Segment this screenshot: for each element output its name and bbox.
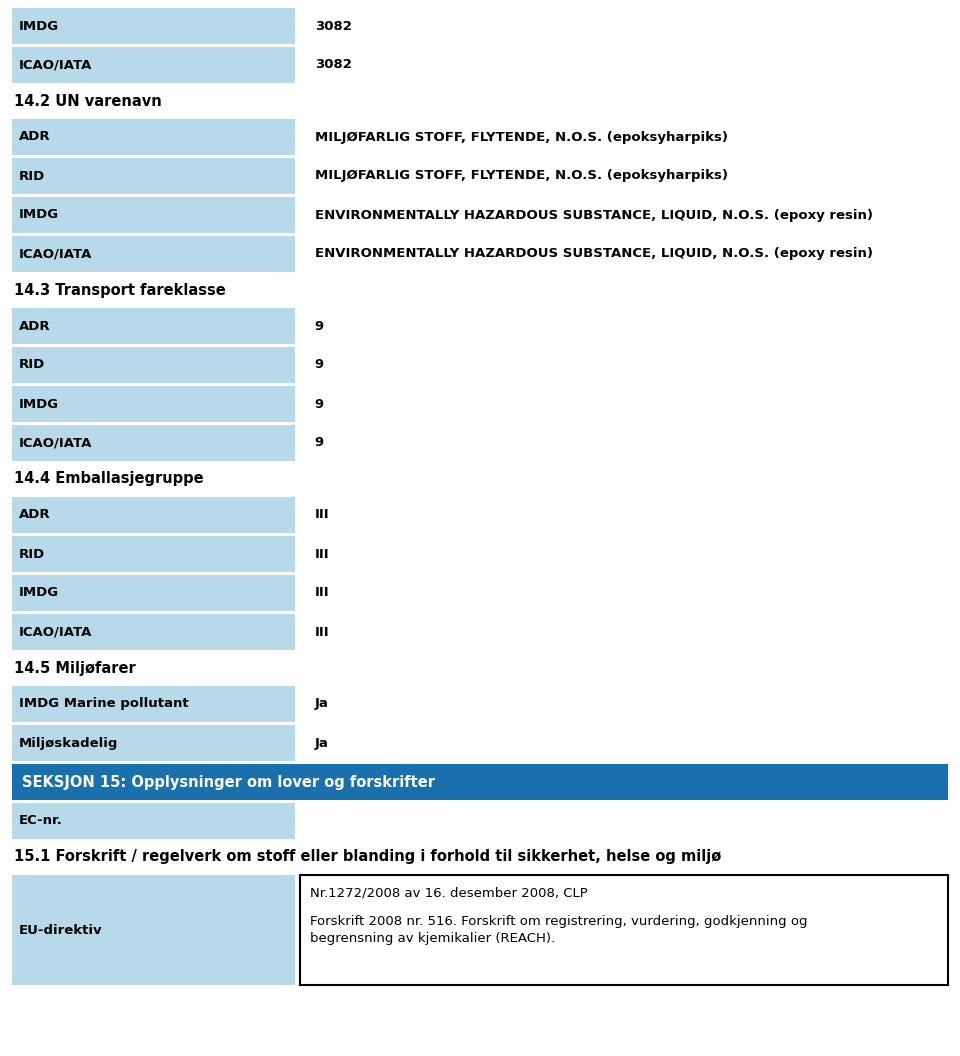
Text: 9: 9	[315, 436, 324, 450]
Text: III: III	[315, 547, 329, 561]
Text: ADR: ADR	[18, 131, 50, 144]
Bar	[12, 536, 295, 572]
Bar	[12, 686, 295, 722]
Text: ICAO/IATA: ICAO/IATA	[18, 247, 92, 261]
Text: IMDG: IMDG	[18, 208, 59, 222]
Text: ICAO/IATA: ICAO/IATA	[18, 625, 92, 639]
Text: IMDG: IMDG	[18, 397, 59, 411]
Text: 14.3 Transport fareklasse: 14.3 Transport fareklasse	[13, 283, 226, 298]
Bar	[12, 235, 295, 272]
Text: Ja: Ja	[315, 698, 328, 711]
Text: EU-direktiv: EU-direktiv	[18, 924, 102, 937]
Bar	[12, 386, 295, 422]
Bar	[12, 803, 295, 840]
Bar	[12, 158, 295, 194]
Text: Forskrift 2008 nr. 516. Forskrift om registrering, vurdering, godkjenning og
beg: Forskrift 2008 nr. 516. Forskrift om reg…	[310, 914, 807, 945]
Text: Ja: Ja	[315, 736, 328, 750]
Text: IMDG Marine pollutant: IMDG Marine pollutant	[18, 698, 188, 711]
Text: MILJØFARLIG STOFF, FLYTENDE, N.O.S. (epoksyharpiks): MILJØFARLIG STOFF, FLYTENDE, N.O.S. (epo…	[315, 131, 728, 144]
Text: IMDG: IMDG	[18, 586, 59, 600]
Bar	[12, 497, 295, 533]
Bar	[12, 763, 948, 800]
Bar	[12, 875, 295, 985]
Bar	[12, 48, 295, 83]
Text: ICAO/IATA: ICAO/IATA	[18, 58, 92, 72]
Bar	[12, 197, 295, 233]
Text: 15.1 Forskrift / regelverk om stoff eller blanding i forhold til sikkerhet, hels: 15.1 Forskrift / regelverk om stoff elle…	[13, 849, 721, 865]
Bar	[12, 614, 295, 650]
Bar	[12, 725, 295, 761]
Bar	[12, 576, 295, 611]
Bar	[12, 308, 295, 344]
Text: 9: 9	[315, 358, 324, 372]
Text: 3082: 3082	[315, 58, 351, 72]
Text: 9: 9	[315, 397, 324, 411]
Text: 14.4 Emballasjegruppe: 14.4 Emballasjegruppe	[13, 471, 204, 487]
Bar	[12, 119, 295, 155]
Text: 14.5 Miljøfarer: 14.5 Miljøfarer	[13, 660, 135, 676]
Text: ICAO/IATA: ICAO/IATA	[18, 436, 92, 450]
Text: RID: RID	[18, 170, 45, 183]
Text: III: III	[315, 586, 329, 600]
Text: SEKSJON 15: Opplysninger om lover og forskrifter: SEKSJON 15: Opplysninger om lover og for…	[21, 774, 435, 790]
Text: ADR: ADR	[18, 509, 50, 522]
Text: ENVIRONMENTALLY HAZARDOUS SUBSTANCE, LIQUID, N.O.S. (epoxy resin): ENVIRONMENTALLY HAZARDOUS SUBSTANCE, LIQ…	[315, 208, 873, 222]
Text: III: III	[315, 509, 329, 522]
Text: MILJØFARLIG STOFF, FLYTENDE, N.O.S. (epoksyharpiks): MILJØFARLIG STOFF, FLYTENDE, N.O.S. (epo…	[315, 170, 728, 183]
Text: ENVIRONMENTALLY HAZARDOUS SUBSTANCE, LIQUID, N.O.S. (epoxy resin): ENVIRONMENTALLY HAZARDOUS SUBSTANCE, LIQ…	[315, 247, 873, 261]
Text: RID: RID	[18, 547, 45, 561]
Text: 9: 9	[315, 320, 324, 333]
Text: III: III	[315, 625, 329, 639]
Text: IMDG: IMDG	[18, 19, 59, 33]
Bar	[12, 425, 295, 461]
Text: 14.2 UN varenavn: 14.2 UN varenavn	[13, 94, 161, 109]
Text: Miljøskadelig: Miljøskadelig	[18, 736, 118, 750]
Bar	[12, 8, 295, 44]
Text: EC-nr.: EC-nr.	[18, 814, 62, 828]
Bar	[12, 347, 295, 383]
Text: RID: RID	[18, 358, 45, 372]
Bar	[300, 875, 948, 985]
Text: ADR: ADR	[18, 320, 50, 333]
Text: Nr.1272/2008 av 16. desember 2008, CLP: Nr.1272/2008 av 16. desember 2008, CLP	[310, 886, 588, 900]
Text: 3082: 3082	[315, 19, 351, 33]
